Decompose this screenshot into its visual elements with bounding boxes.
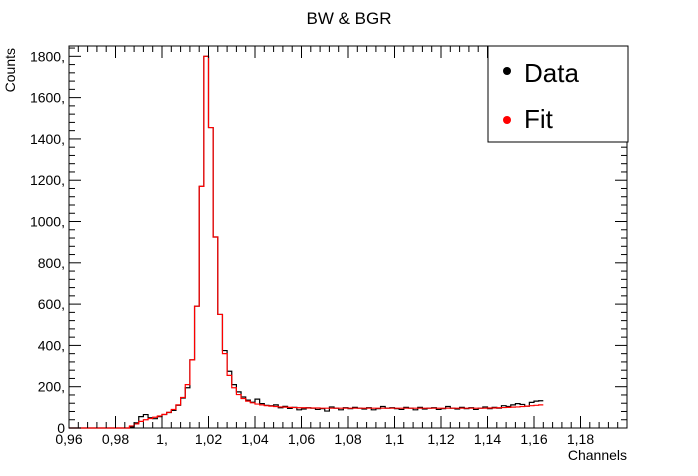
x-axis-label: Channels: [568, 447, 627, 463]
chart-title: BW & BGR: [306, 9, 391, 28]
x-tick-label: 1,02: [195, 431, 222, 447]
legend-marker-fit: [503, 116, 511, 124]
y-tick-labels: 0 200, 400, 600, 800, 1000, 1200, 1400, 1600, 180…: [30, 48, 65, 436]
x-tick-label: 1,16: [520, 431, 547, 447]
x-tick-label: 1,14: [474, 431, 501, 447]
x-tick-label: 1,06: [288, 431, 315, 447]
x-tick-label: 1,12: [427, 431, 454, 447]
x-tick-label: 1,1: [385, 431, 405, 447]
legend-label-fit: Fit: [524, 104, 554, 134]
y-tick-label: 200,: [38, 379, 65, 395]
legend-box: [487, 45, 629, 143]
y-tick-label: 1800,: [30, 48, 65, 64]
y-tick-label: 1000,: [30, 214, 65, 230]
y-tick-label: 800,: [38, 255, 65, 271]
y-axis-label: Counts: [2, 48, 18, 92]
legend: Data Fit: [487, 45, 629, 143]
legend-label-data: Data: [524, 58, 579, 88]
y-tick-label: 600,: [38, 296, 65, 312]
x-tick-label: 1,08: [334, 431, 361, 447]
series-fit-line: [69, 55, 544, 429]
y-tick-label: 1400,: [30, 131, 65, 147]
x-tick-label: 0,96: [55, 431, 82, 447]
series-data-line: [69, 55, 544, 429]
legend-marker-data: [503, 67, 511, 75]
y-tick-label: 1600,: [30, 90, 65, 106]
x-tick-label: 1,18: [567, 431, 594, 447]
x-tick-label: 1,: [156, 431, 168, 447]
x-tick-label: 0,98: [102, 431, 129, 447]
x-tick-labels: 0,96 0,98 1, 1,02 1,04 1,06 1,08 1,1 1,12 1,14 1,1…: [55, 431, 594, 447]
x-tick-label: 1,04: [241, 431, 268, 447]
y-tick-label: 400,: [38, 337, 65, 353]
plot-area: [68, 45, 628, 429]
y-tick-label: 1200,: [30, 172, 65, 188]
y-tick-label: 0: [57, 420, 65, 436]
